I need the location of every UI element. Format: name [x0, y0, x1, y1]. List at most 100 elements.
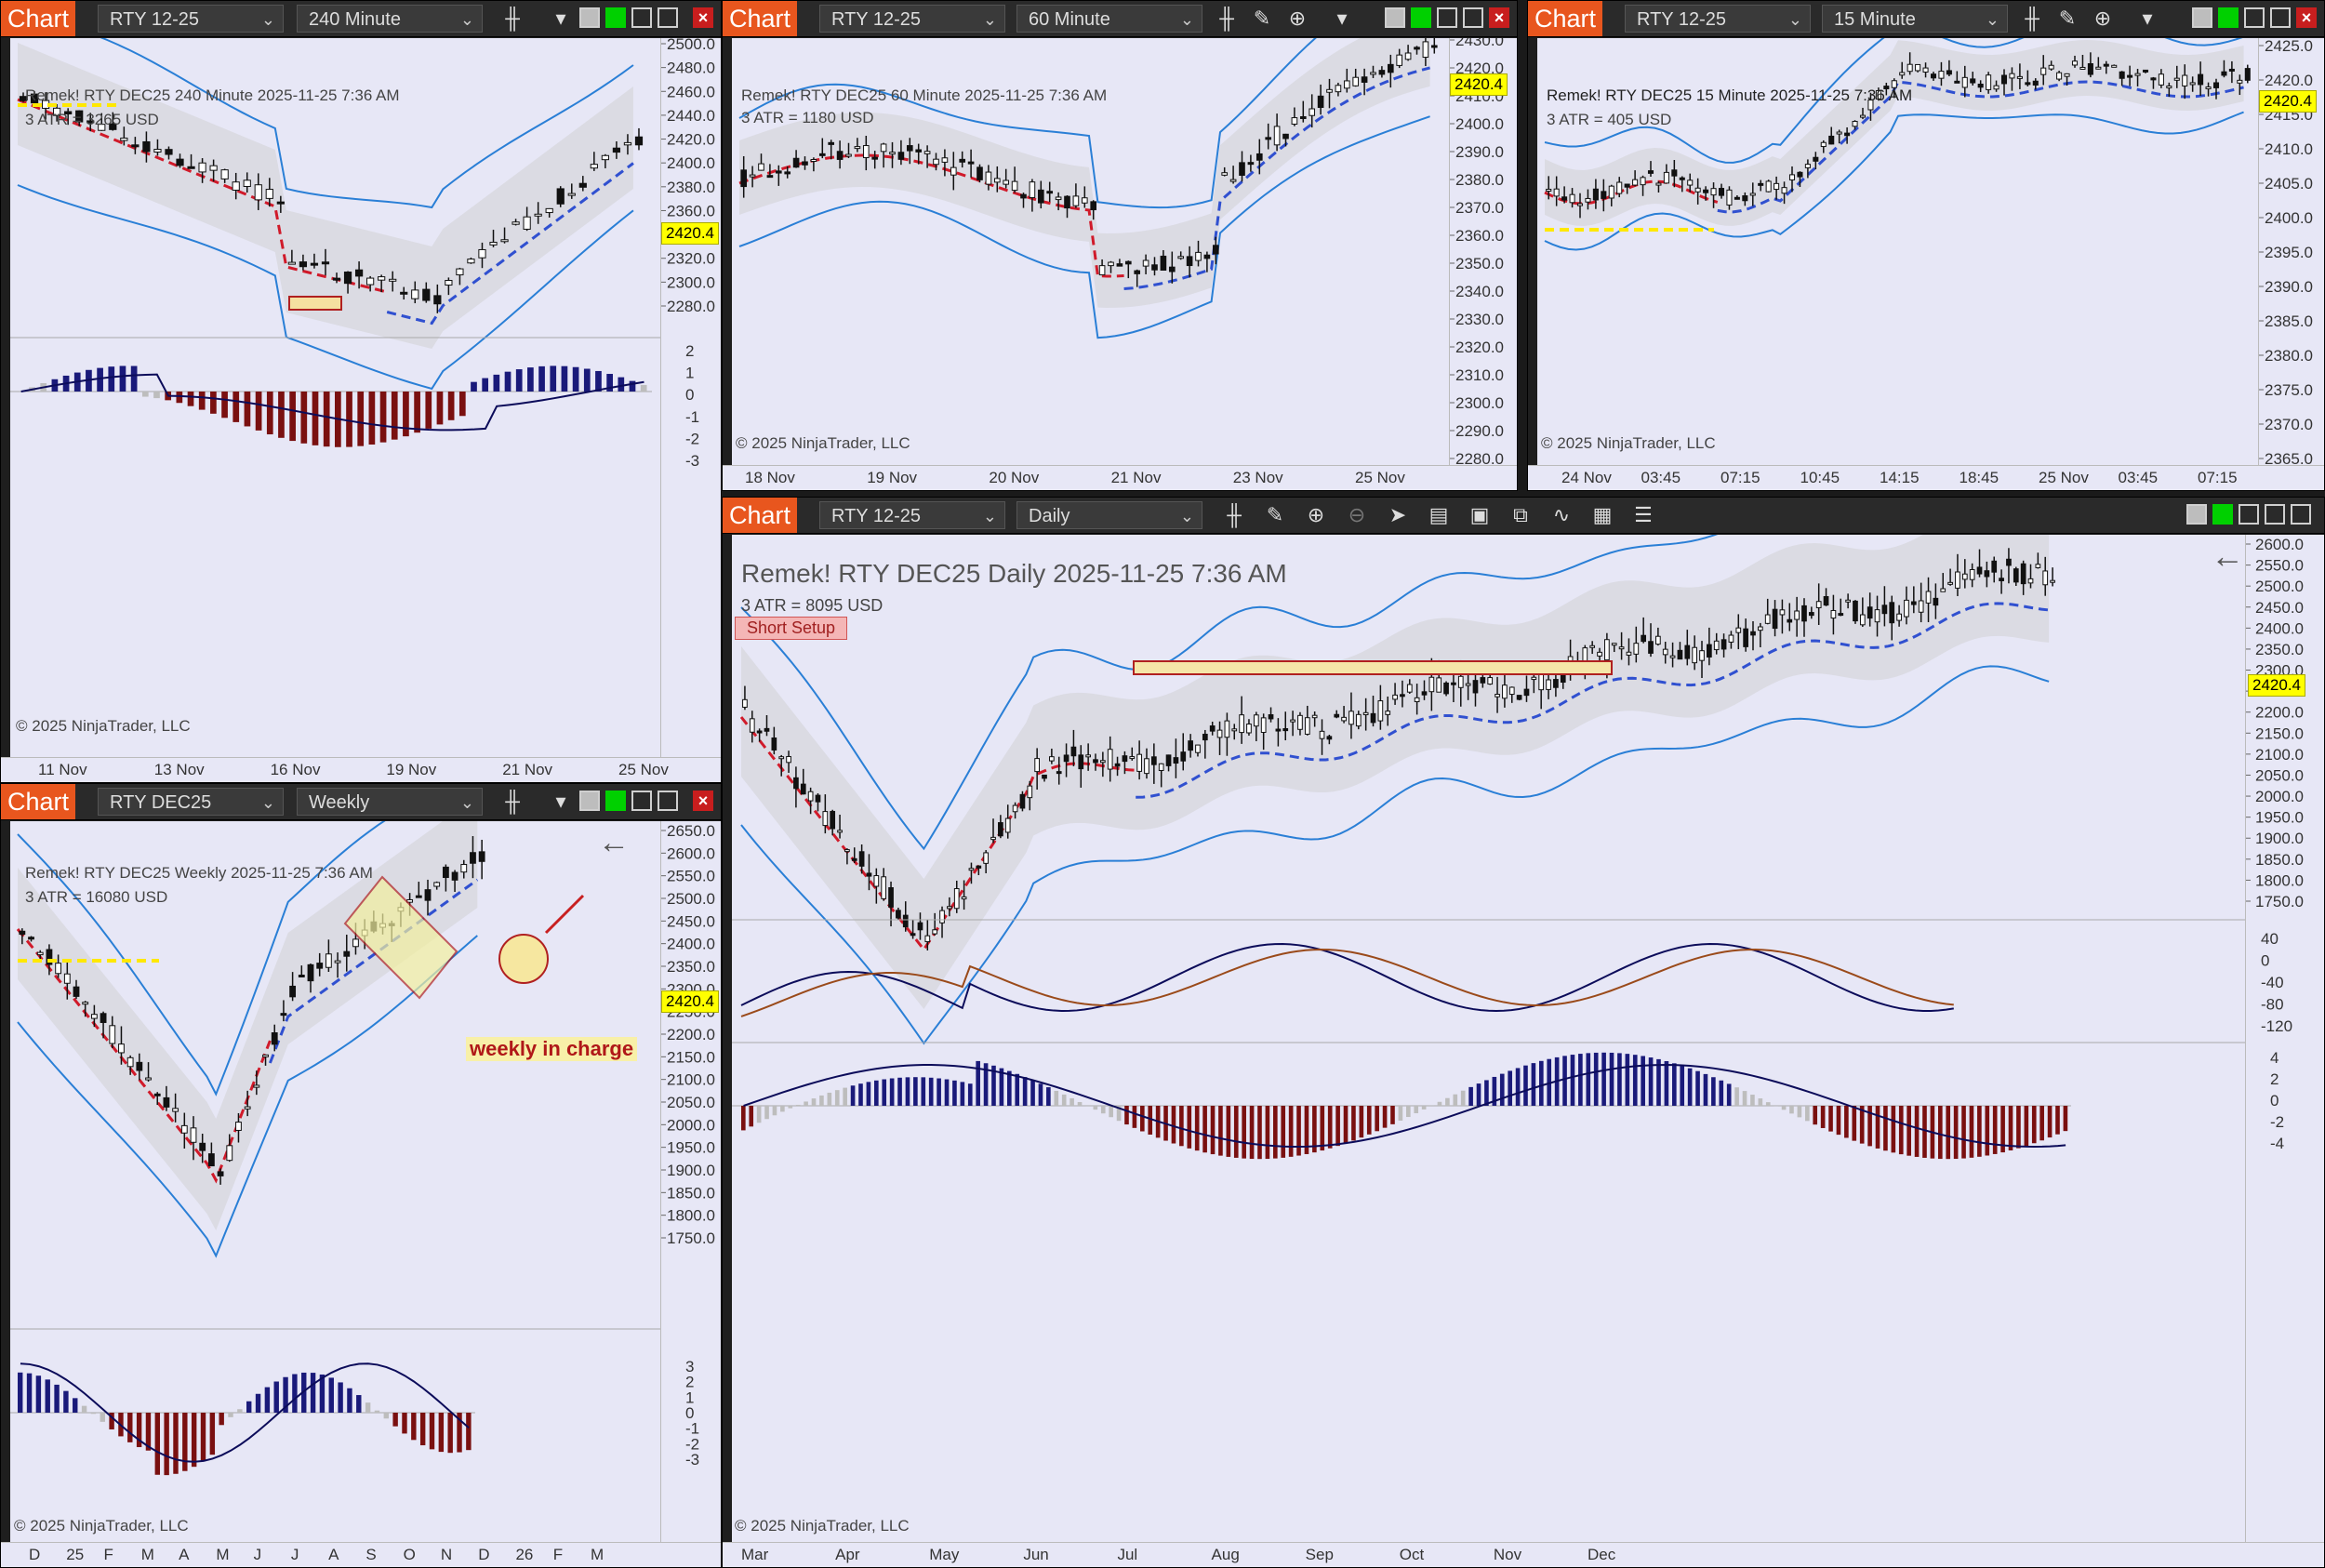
pencil-icon[interactable]: ✎ — [1266, 503, 1284, 526]
chart-plot-area[interactable]: Remek! RTY DEC25 240 Minute 2025-11-25 7… — [10, 38, 661, 782]
chart-plot-area[interactable]: Remek! RTY DEC25 15 Minute 2025-11-25 7:… — [1537, 38, 2259, 466]
annotation-text[interactable]: weekly in charge — [466, 1037, 638, 1061]
indicators-icon[interactable]: ∿ — [1552, 503, 1571, 526]
bar-style-icon[interactable]: ╫ — [505, 7, 520, 30]
zoom-icon[interactable]: ⊕ — [2093, 7, 2112, 30]
time-axis[interactable]: D 25 F M A M J J A S O N D 26 F M — [1, 1542, 721, 1567]
price-axis[interactable]: 2425.0 2420.0 2415.0 2410.0 2405.0 2400.0 2395… — [2258, 37, 2324, 468]
instrument-selector[interactable]: RTY 12-25 ⌄ — [1625, 5, 1811, 33]
link-button[interactable] — [2212, 504, 2233, 525]
instrument-selector[interactable]: RTY 12-25 ⌄ — [819, 501, 1005, 529]
price-axis[interactable]: 2430.0 2420.0 2410.0 2400.0 2390.0 2380.0 2370… — [1449, 32, 1517, 468]
link-button[interactable] — [2218, 7, 2239, 28]
chart-plot-area[interactable]: Remek! RTY DEC25 Daily 2025-11-25 7:36 A… — [732, 535, 2246, 1543]
candle-body — [1116, 263, 1123, 267]
minimize-button[interactable] — [631, 7, 652, 28]
time-axis[interactable]: 24 Nov 03:45 07:15 10:45 14:15 18:45 25 Nov 03:… — [1528, 465, 2324, 490]
candle-body — [976, 166, 983, 180]
chart-badge[interactable]: Chart — [723, 498, 797, 533]
close-button[interactable]: × — [2296, 7, 2317, 28]
close-button[interactable]: × — [693, 7, 713, 28]
window-color-button[interactable] — [2192, 7, 2212, 28]
dropdown-arrow-icon[interactable]: ▾ — [555, 7, 566, 30]
atr-text: 3 ATR = 1180 USD — [741, 109, 874, 126]
close-button[interactable]: × — [693, 791, 713, 811]
chart-plot-area[interactable]: Remek! RTY DEC25 60 Minute 2025-11-25 7:… — [732, 38, 1450, 466]
maximize-button[interactable] — [658, 791, 678, 811]
candle-body — [1633, 643, 1640, 655]
dropdown-arrow-icon[interactable]: ▾ — [2142, 7, 2153, 30]
zoom-icon[interactable]: ⊕ — [1288, 7, 1307, 30]
minimize-button[interactable] — [1437, 7, 1457, 28]
back-arrow-icon[interactable]: ← — [2211, 537, 2244, 575]
properties-icon[interactable]: ▣ — [1469, 503, 1490, 526]
list-icon[interactable]: ☰ — [1634, 503, 1653, 526]
close-button[interactable]: × — [1489, 7, 1509, 28]
link-button[interactable] — [1411, 7, 1431, 28]
timeframe-selector[interactable]: 60 Minute ⌄ — [1016, 5, 1202, 33]
timeframe-selector[interactable]: 240 Minute ⌄ — [297, 5, 483, 33]
maximize-button[interactable] — [658, 7, 678, 28]
histogram-bar — [2008, 1106, 2013, 1150]
pencil-icon[interactable]: ✎ — [2058, 7, 2077, 30]
candle-body — [810, 159, 817, 163]
bar-style-icon[interactable]: ╫ — [1227, 503, 1242, 526]
link-button[interactable] — [605, 791, 626, 811]
chart-badge[interactable]: Chart — [1, 784, 75, 819]
window-color-button[interactable] — [579, 7, 600, 28]
histogram-bar — [374, 1410, 380, 1413]
screenshot-icon[interactable]: ⧉ — [1513, 503, 1528, 526]
link-button[interactable] — [605, 7, 626, 28]
dropdown-arrow-icon[interactable]: ▾ — [555, 790, 566, 813]
strategies-icon[interactable]: ▦ — [1592, 503, 1613, 526]
minimize-button[interactable] — [2244, 7, 2265, 28]
time-axis[interactable]: 11 Nov 13 Nov 16 Nov 19 Nov 21 Nov 25 Nov — [1, 757, 721, 782]
candle-body — [1918, 600, 1924, 613]
bar-style-icon[interactable]: ╫ — [505, 790, 520, 813]
price-axis[interactable]: 2500.0 2480.0 2460.0 2440.0 2420.0 2400.0 2380… — [660, 35, 721, 758]
window-color-button[interactable] — [2186, 504, 2207, 525]
bar-style-icon[interactable]: ╫ — [2025, 7, 2039, 30]
histogram-bar — [466, 1413, 472, 1451]
histogram-bar — [18, 1372, 23, 1413]
candle-body — [749, 718, 755, 733]
time-axis[interactable]: Mar Apr May Jun Jul Aug Sep Oct Nov Dec — [723, 1542, 2324, 1567]
instrument-selector[interactable]: RTY 12-25 ⌄ — [819, 5, 1005, 33]
maximize-button[interactable] — [2270, 7, 2291, 28]
chart-badge[interactable]: Chart — [723, 1, 797, 36]
chart-badge[interactable]: Chart — [1528, 1, 1602, 36]
data-box-icon[interactable]: ▤ — [1428, 503, 1449, 526]
histogram-bar — [1476, 1083, 1481, 1106]
candle-body — [1845, 599, 1851, 603]
dropdown-arrow-icon[interactable]: ▾ — [1336, 7, 1348, 30]
zoom-out-icon[interactable]: ⊖ — [1348, 503, 1366, 526]
restore-button[interactable] — [2291, 504, 2311, 525]
timeframe-selector[interactable]: 15 Minute ⌄ — [1822, 5, 2008, 33]
window-color-button[interactable] — [1385, 7, 1405, 28]
candle-body — [1830, 609, 1837, 619]
candle-body — [1078, 754, 1084, 770]
histogram-bar — [1265, 1106, 1270, 1160]
maximize-button[interactable] — [1463, 7, 1483, 28]
price-axis[interactable]: 2600.0 2550.0 2500.0 2450.0 2400.0 2350.0 2300… — [2245, 535, 2324, 1543]
short-setup-badge[interactable]: Short Setup — [735, 617, 848, 640]
zoom-in-icon[interactable]: ⊕ — [1307, 503, 1325, 526]
pencil-icon[interactable]: ✎ — [1253, 7, 1271, 30]
histogram-bar — [2000, 1106, 2005, 1153]
minimize-button[interactable] — [631, 791, 652, 811]
instrument-selector[interactable]: RTY DEC25 ⌄ — [98, 788, 284, 816]
maximize-button[interactable] — [2265, 504, 2285, 525]
timeframe-selector[interactable]: Weekly ⌄ — [297, 788, 483, 816]
back-arrow-icon[interactable]: ← — [598, 825, 630, 860]
time-axis[interactable]: 18 Nov 19 Nov 20 Nov 21 Nov 23 Nov 25 Nov — [723, 465, 1517, 490]
instrument-selector[interactable]: RTY 12-25 ⌄ — [98, 5, 284, 33]
price-axis[interactable]: 2650.0 2600.0 2550.0 2500.0 2450.0 2400.0 2350… — [660, 821, 721, 1543]
minimize-button[interactable] — [2239, 504, 2259, 525]
candle-body — [1430, 45, 1438, 48]
chart-plot-area[interactable]: Remek! RTY DEC25 Weekly 2025-11-25 7:36 … — [10, 821, 661, 1543]
timeframe-selector[interactable]: Daily ⌄ — [1016, 501, 1202, 529]
chart-badge[interactable]: Chart — [1, 1, 75, 36]
pointer-icon[interactable]: ➤ — [1388, 503, 1407, 526]
bar-style-icon[interactable]: ╫ — [1219, 7, 1234, 30]
window-color-button[interactable] — [579, 791, 600, 811]
